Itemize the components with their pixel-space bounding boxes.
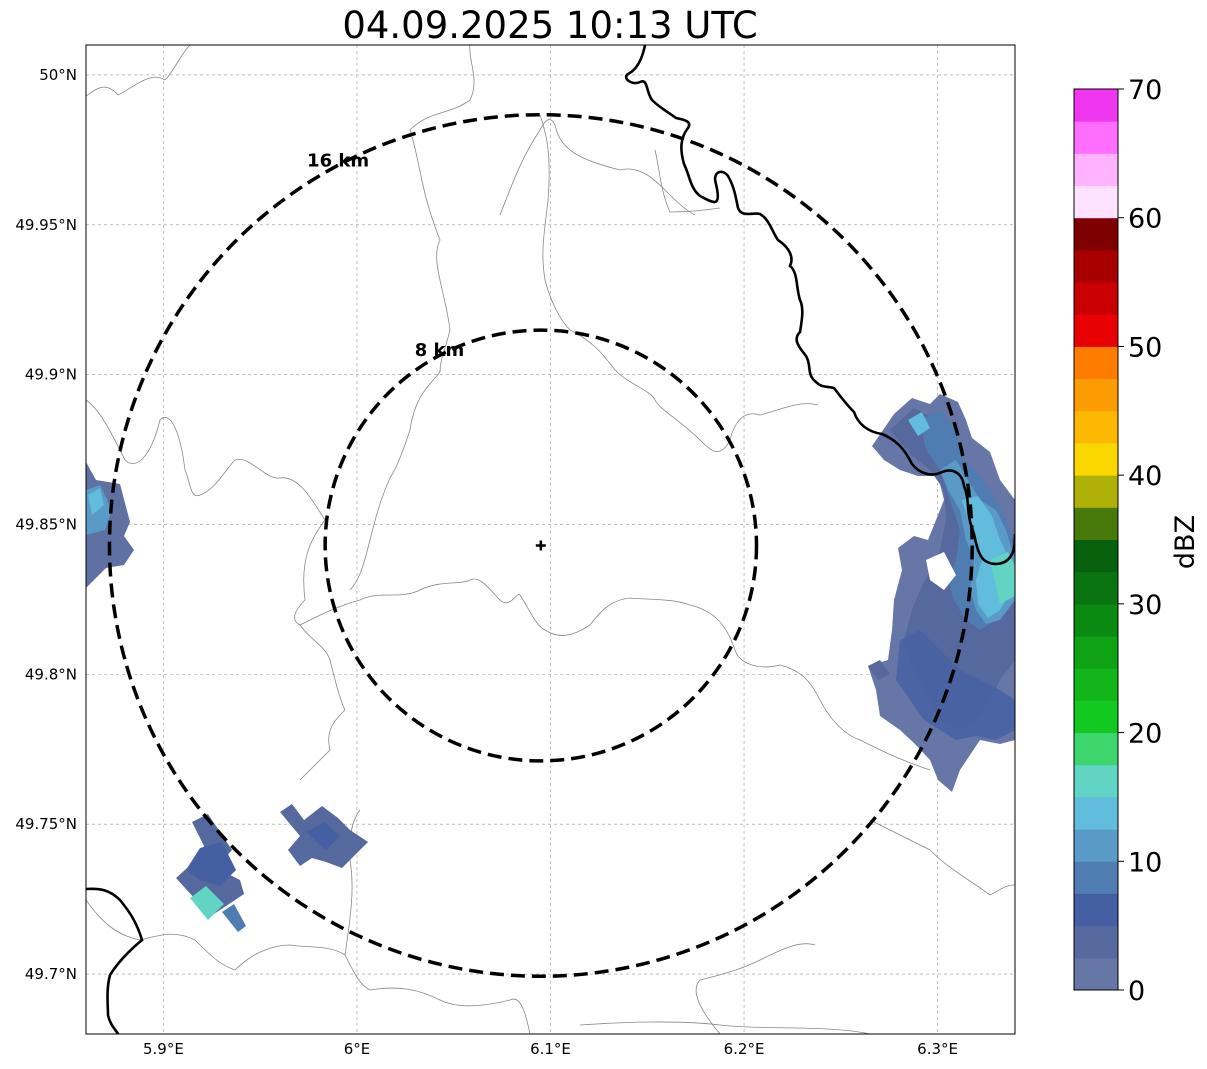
colorbar-segment — [1074, 571, 1118, 605]
colorbar-label: dBZ — [1170, 515, 1201, 569]
lat-tick-label: 49.9°N — [25, 366, 77, 384]
colorbar-segment — [1074, 603, 1118, 637]
colorbar-tick-label: 70 — [1128, 75, 1162, 106]
colorbar-segment — [1074, 185, 1118, 219]
colorbar-segment — [1074, 957, 1118, 991]
colorbar: 0 10 20 30 40 50 60 70 — [1073, 75, 1162, 1007]
colorbar-tick-label: 20 — [1128, 719, 1162, 750]
colorbar-tick-label: 0 — [1128, 976, 1145, 1007]
colorbar-segment — [1074, 282, 1118, 315]
colorbar-segment — [1074, 764, 1118, 798]
country-borders — [86, 45, 1015, 1034]
colorbar-segment — [1074, 732, 1118, 766]
colorbar-segment — [1074, 217, 1118, 251]
colorbar-tick-label: 60 — [1128, 204, 1162, 235]
colorbar-segment — [1074, 89, 1118, 122]
lon-tick-label: 6.1°E — [530, 1040, 571, 1058]
colorbar-segment — [1074, 668, 1118, 701]
lat-tick-label: 50°N — [39, 66, 77, 84]
colorbar-segment — [1074, 700, 1118, 734]
colorbar-segment — [1074, 796, 1118, 830]
colorbar-segment — [1074, 346, 1118, 380]
lat-tick-label: 49.7°N — [25, 965, 77, 983]
lat-tick-label: 49.75°N — [15, 815, 77, 833]
gridlines — [86, 45, 1015, 1034]
colorbar-segment — [1074, 475, 1118, 508]
lat-tick-label: 49.85°N — [15, 516, 77, 534]
axis-labels: 5.9°E 6°E 6.1°E 6.2°E 6.3°E 50°N 49.95°N 49.9°N… — [15, 66, 958, 1058]
colorbar-segment — [1074, 153, 1118, 187]
range-ring-8km — [323, 328, 759, 763]
colorbar-segment — [1074, 636, 1118, 669]
range-ring-label: 16 km — [307, 150, 369, 171]
colorbar-segment — [1074, 410, 1118, 444]
lon-tick-label: 6.2°E — [724, 1040, 765, 1058]
lon-tick-label: 6.3°E — [917, 1040, 958, 1058]
colorbar-segment — [1074, 539, 1118, 573]
colorbar-segment — [1074, 378, 1118, 412]
colorbar-frame — [1073, 88, 1119, 991]
colorbar-tick-label: 10 — [1128, 847, 1162, 878]
range-ring-label: 8 km — [415, 340, 465, 361]
colorbar-segment — [1074, 829, 1118, 862]
colorbar-segment — [1074, 442, 1118, 476]
map-panel: 8 km 16 km — [86, 45, 1015, 1034]
range-ring-16km — [107, 112, 974, 978]
colorbar-segment — [1074, 121, 1118, 154]
colorbar-segment — [1074, 861, 1118, 894]
lat-tick-label: 49.95°N — [15, 216, 77, 234]
lon-tick-label: 5.9°E — [143, 1040, 184, 1058]
colorbar-segment — [1074, 314, 1118, 347]
colorbar-segment — [1074, 249, 1118, 283]
map-title: 04.09.2025 10:13 UTC — [342, 4, 757, 47]
map-frame — [85, 44, 1016, 1035]
radar-site-marker — [535, 540, 546, 551]
admin-boundaries — [86, 45, 1015, 1034]
lon-tick-label: 6°E — [344, 1040, 371, 1058]
lat-tick-label: 49.8°N — [25, 665, 77, 683]
colorbar-tick-label: 30 — [1128, 590, 1162, 621]
colorbar-tick-label: 50 — [1128, 332, 1162, 363]
colorbar-segment — [1074, 507, 1118, 540]
colorbar-segment — [1074, 925, 1118, 959]
colorbar-tick-label: 40 — [1128, 461, 1162, 492]
reflectivity-echoes — [86, 394, 1015, 932]
range-rings: 8 km 16 km — [107, 112, 974, 978]
colorbar-segment — [1074, 893, 1118, 927]
